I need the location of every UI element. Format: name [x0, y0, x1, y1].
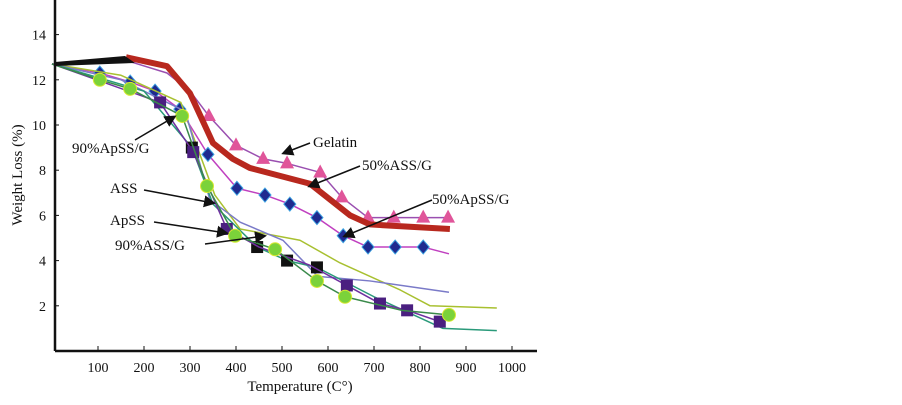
x-tick-label: 700	[364, 361, 385, 376]
data-point-50-apss-g	[388, 239, 402, 255]
series-green-circles	[51, 63, 456, 322]
x-tick-label: 1000	[498, 361, 526, 376]
y-axis-label: Weight Loss (%)	[10, 124, 26, 225]
data-point-green-circles	[92, 72, 107, 87]
data-point-green-circles	[200, 179, 215, 194]
series-black-squares	[51, 63, 497, 332]
y-tick-label: 6	[39, 209, 46, 224]
initial-segment	[55, 56, 135, 66]
y-tick-label: 12	[32, 74, 46, 89]
annotation-arrow	[143, 189, 216, 208]
data-point-50-apss-g	[258, 187, 272, 203]
data-point-gelatin	[441, 209, 456, 223]
x-tick-label: 300	[180, 361, 201, 376]
series-line-50-ass-g	[125, 54, 451, 232]
x-tick-label: 500	[272, 361, 293, 376]
data-point-green-circles	[338, 289, 353, 304]
x-tick-label: 800	[410, 361, 431, 376]
y-tick-label: 2	[39, 300, 46, 315]
series-line-lavender	[51, 63, 450, 293]
series-50-ass-g	[125, 54, 451, 232]
data-point-gelatin	[201, 107, 216, 121]
annotation-arrow	[204, 231, 267, 245]
y-tick-label: 10	[32, 119, 46, 134]
data-point-50-apss-g	[230, 180, 244, 197]
annotation-arrow	[153, 221, 229, 238]
data-point-purple-squares	[433, 315, 446, 328]
x-tick-label: 400	[226, 361, 247, 376]
series-line-black-squares	[51, 63, 497, 332]
data-point-green-circles	[123, 81, 138, 96]
data-point-purple-squares	[340, 279, 353, 292]
annotation-arrow	[307, 165, 361, 189]
data-point-50-apss-g	[310, 209, 324, 226]
data-point-green-circles	[175, 108, 190, 123]
y-tick-label: 4	[39, 255, 46, 270]
annotation-label: ApSS	[110, 213, 145, 229]
data-point-50-apss-g	[361, 239, 375, 255]
x-tick-label: 100	[88, 361, 109, 376]
annotation-label: 50%ApSS/G	[432, 192, 510, 208]
x-axis-label: Temperature (C°)	[247, 379, 352, 395]
annotation-label: ASS	[110, 181, 138, 197]
data-point-50-apss-g	[416, 239, 430, 255]
annotation-label: Gelatin	[313, 135, 358, 151]
data-point-gelatin	[229, 137, 243, 151]
ticks-layer: 100 200 300 400 500 600 700 800 900 1000 2 4 6 8 10 12 1…	[32, 29, 526, 376]
data-point-gelatin	[256, 150, 271, 164]
annotation-arrow	[281, 142, 311, 156]
annotation-arrow	[134, 115, 177, 141]
x-tick-label: 900	[456, 361, 477, 376]
annotation-label: 90%ASS/G	[115, 238, 185, 254]
series-lavender	[51, 63, 450, 293]
data-point-50-apss-g	[201, 146, 215, 163]
data-point-gelatin	[280, 155, 295, 169]
annotation-label: 50%ASS/G	[362, 158, 432, 174]
data-point-green-circles	[309, 273, 324, 288]
y-tick-label: 14	[32, 29, 46, 44]
annotation-label: 90%ApSS/G	[72, 141, 150, 157]
data-point-green-circles	[268, 242, 283, 257]
data-point-50-apss-g	[283, 196, 297, 212]
data-point-green-circles	[441, 307, 456, 322]
x-tick-label: 600	[318, 361, 339, 376]
data-point-gelatin	[416, 209, 431, 223]
data-point-gelatin	[313, 164, 328, 178]
annotation-arrow	[342, 199, 433, 239]
data-point-gelatin	[334, 189, 349, 203]
x-tick-label: 200	[134, 361, 155, 376]
y-tick-label: 8	[39, 164, 46, 179]
